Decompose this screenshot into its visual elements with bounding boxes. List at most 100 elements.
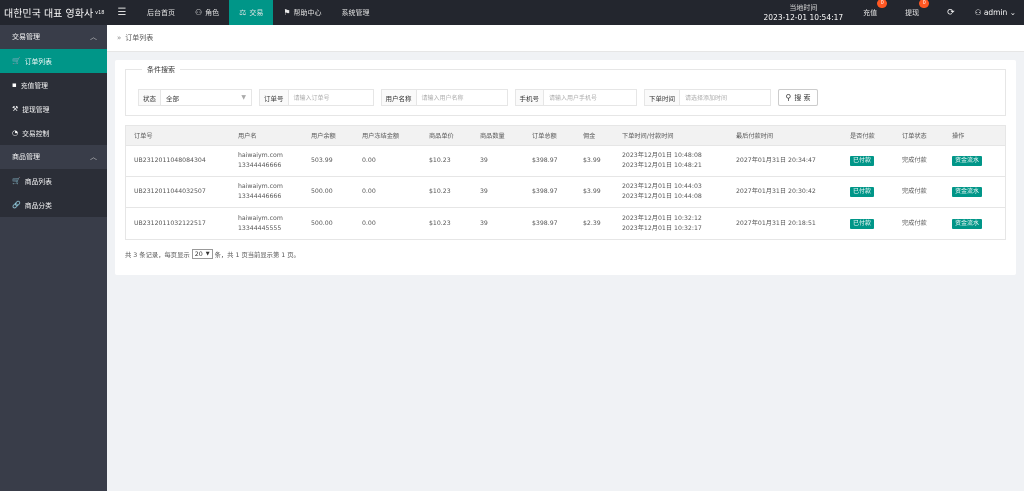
order-time: 2023年12月01日 10:32:12 <box>622 214 702 222</box>
user-site: haiwaiym.com <box>238 152 283 159</box>
pay-time: 2023年12月01日 10:44:08 <box>622 193 702 200</box>
user-phone: 13344446666 <box>238 162 282 169</box>
menu-toggle-icon[interactable]: ☰ <box>117 7 127 18</box>
fund-flow-button[interactable]: 资金流水 <box>952 156 983 166</box>
phone-filter: 手机号 请输入用户手机号 <box>514 89 637 106</box>
local-time: 当地时间 2023-12-01 10:54:17 <box>764 3 844 23</box>
search-icon: ⚲ <box>785 93 792 102</box>
order-status: 完成付款 <box>902 188 927 195</box>
withdraw-link[interactable]: 提现 0 <box>905 0 930 18</box>
user-balance: 503.99 <box>311 157 333 164</box>
sidebar-item-withdraw[interactable]: ⚒ 提现管理 <box>0 97 107 121</box>
chevron-down-icon: ▼ <box>205 251 210 257</box>
recharge-link[interactable]: 充值 0 <box>863 0 888 18</box>
search-button-label: 搜 索 <box>794 93 811 102</box>
col-header: 商品数量 <box>480 133 505 140</box>
refresh-icon[interactable]: ⟳ <box>947 7 955 18</box>
quantity: 39 <box>480 219 488 227</box>
page-size-value: 20 <box>194 250 203 258</box>
admin-menu[interactable]: ⚇ admin ⌄ <box>975 8 1016 17</box>
col-header: 商品单价 <box>429 133 454 140</box>
brand-title[interactable]: 대한민국 대표 영화사 v18 <box>0 0 107 25</box>
status-filter: 状态 全部 ▼ <box>138 89 252 106</box>
brand-name: 대한민국 대표 영화사 <box>4 9 94 20</box>
username-input[interactable]: 请输入用户名称 <box>421 95 464 102</box>
search-button[interactable]: ⚲ 搜 索 <box>778 89 818 106</box>
sidebar-item-recharge[interactable]: ▪ 充值管理 <box>0 73 107 97</box>
commission: $3.99 <box>583 157 601 164</box>
brand-version: v18 <box>95 9 105 16</box>
sidebar-item-trade-control[interactable]: ◔ 交易控制 <box>0 121 107 145</box>
table-row: UB2312011048084304 haiwaiym.com 133444466… <box>126 146 1005 177</box>
user-balance: 500.00 <box>311 219 333 227</box>
nav-system[interactable]: 系统管理 <box>332 0 380 25</box>
sidebar-group-trade[interactable]: 交易管理 ︿ <box>0 25 107 49</box>
phone-input[interactable]: 请输入用户手机号 <box>549 95 598 102</box>
order-input[interactable]: 请输入订单号 <box>293 95 330 102</box>
user-balance: 500.00 <box>311 188 333 195</box>
fund-flow-button[interactable]: 资金流水 <box>952 218 983 229</box>
filter-legend: 条件搜索 <box>142 65 180 75</box>
order-times: 2023年12月01日 10:44:03 2023年12月01日 10:44:08 <box>614 182 728 202</box>
order-times: 2023年12月01日 10:32:12 2023年12月01日 10:32:17 <box>614 214 728 234</box>
local-time-value: 2023-12-01 10:54:17 <box>763 12 844 22</box>
filter-row: 状态 全部 ▼ 订单号 请输入订单号 用户名称 请输入用户名称 手机号 请输入用… <box>138 89 818 106</box>
order-number: UB2312011032122517 <box>134 219 206 227</box>
col-header: 操作 <box>952 133 965 140</box>
time-filter: 下单时间 请选择添加时间 <box>644 89 771 106</box>
user-frozen: 0.00 <box>362 219 376 227</box>
commission: $3.99 <box>583 188 601 195</box>
time-input[interactable]: 请选择添加时间 <box>685 95 728 102</box>
last-pay-time: 2027年01月31日 20:30:42 <box>736 188 816 195</box>
nav-home[interactable]: 后台首页 <box>137 0 185 25</box>
order-number: UB2312011044032507 <box>134 188 206 195</box>
user-frozen: 0.00 <box>362 188 376 195</box>
order-status: 完成付款 <box>902 219 927 227</box>
pay-time: 2023年12月01日 10:48:21 <box>622 162 702 169</box>
status-select[interactable]: 全部 ▼ <box>161 90 251 105</box>
recharge-label: 充值 <box>863 8 878 17</box>
paid-cell: 已付款 <box>842 187 894 197</box>
sidebar: 交易管理 ︿ 🛒 订单列表 ▪ 充值管理 ⚒ 提现管理 ◔ 交易控制 商品管理 ︿ 🛒 商… <box>0 25 107 491</box>
sidebar-item-orders[interactable]: 🛒 订单列表 <box>0 49 107 73</box>
sidebar-item-goods-list[interactable]: 🛒 商品列表 <box>0 169 107 193</box>
chat-icon: ▪ <box>12 81 17 89</box>
order-time: 2023年12月01日 10:44:03 <box>622 183 702 190</box>
col-header: 订单号 <box>134 133 153 140</box>
col-header: 订单状态 <box>902 133 927 140</box>
page-size-select[interactable]: 20 ▼ <box>191 249 213 259</box>
filter-panel: 条件搜索 状态 全部 ▼ 订单号 请输入订单号 用户名称 请输入用户名称 手机号… <box>125 65 1006 116</box>
col-header: 用户余额 <box>311 133 336 140</box>
sidebar-item-label: 充值管理 <box>20 82 48 90</box>
unit-price: $10.23 <box>429 157 451 164</box>
pager-prefix: 共 3 条记录，每页显示 <box>125 251 190 259</box>
main-card: 条件搜索 状态 全部 ▼ 订单号 请输入订单号 用户名称 请输入用户名称 手机号… <box>115 60 1016 275</box>
nav-role[interactable]: ⚇ 角色 <box>185 0 229 25</box>
order-status: 完成付款 <box>902 157 927 164</box>
order-number: UB2312011048084304 <box>134 157 206 164</box>
top-nav: 后台首页 ⚇ 角色 ⚖ 交易 ⚑ 帮助中心 系统管理 <box>137 0 380 25</box>
breadcrumb-current[interactable]: 订单列表 <box>125 34 154 42</box>
fund-flow-button[interactable]: 资金流水 <box>952 187 983 197</box>
status-label: 状态 <box>139 90 161 105</box>
status-value: 全部 <box>166 94 179 103</box>
pay-time: 2023年12月01日 10:32:17 <box>622 224 702 232</box>
col-header: 是否付款 <box>850 133 875 140</box>
sidebar-item-label: 提现管理 <box>22 106 50 114</box>
sidebar-group-goods[interactable]: 商品管理 ︿ <box>0 145 107 169</box>
quantity: 39 <box>480 157 488 164</box>
quantity: 39 <box>480 188 488 195</box>
col-header: 用户名 <box>238 133 257 140</box>
order-filter: 订单号 请输入订单号 <box>259 89 374 106</box>
username-label: 用户名称 <box>381 90 417 105</box>
last-pay-time: 2027年01月31日 20:34:47 <box>736 157 816 164</box>
nav-trade[interactable]: ⚖ 交易 <box>229 0 274 25</box>
local-time-label: 当地时间 <box>789 3 818 12</box>
nav-help[interactable]: ⚑ 帮助中心 <box>273 0 331 25</box>
sidebar-item-goods-category[interactable]: 🔗 商品分类 <box>0 193 107 217</box>
nav-system-label: 系统管理 <box>341 8 370 17</box>
action-cell: 资金流水 <box>944 218 1004 229</box>
pager-suffix: 条，共 1 页当前显示第 1 页。 <box>214 251 300 259</box>
user-cell: haiwaiym.com 13344446666 <box>230 182 303 202</box>
top-right: 当地时间 2023-12-01 10:54:17 充值 0 提现 0 ⟳ ⚇ a… <box>764 0 1024 25</box>
